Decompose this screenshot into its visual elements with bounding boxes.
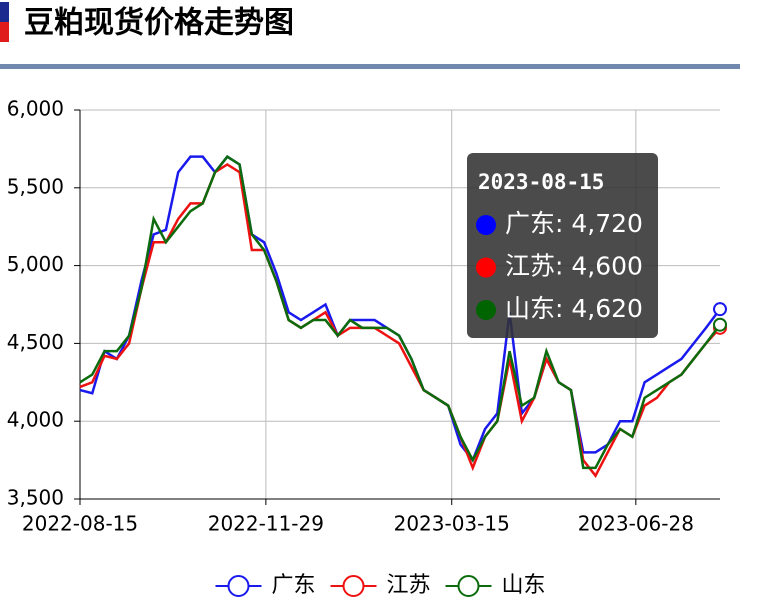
series-line xyxy=(79,162,721,478)
y-tick-label: 3,500 xyxy=(7,486,64,510)
title-icon xyxy=(0,2,9,22)
legend-label: 广东 xyxy=(272,573,316,598)
series-line xyxy=(79,155,721,470)
x-tick-label: 2023-06-28 xyxy=(578,512,694,536)
legend-label: 江苏 xyxy=(387,573,431,598)
y-tick-label: 6,000 xyxy=(7,97,64,121)
legend-marker xyxy=(457,575,480,597)
tooltip-item: 广东: 4,720 xyxy=(505,209,643,238)
x-tick-label: 2022-08-15 xyxy=(22,512,138,536)
tooltip-title: 2023-08-15 xyxy=(478,170,604,194)
tooltip: 2023-08-15 广东: 4,720 江苏: 4,600 山东: 4,620 xyxy=(467,153,658,338)
chart-title: 豆粕现货价格走势图 xyxy=(24,6,294,41)
title-rule xyxy=(0,64,740,69)
tooltip-item: 山东: 4,620 xyxy=(505,294,643,323)
x-tick-label: 2023-03-15 xyxy=(394,512,510,536)
tooltip-box xyxy=(467,153,658,338)
y-tick-label: 4,000 xyxy=(7,408,64,432)
end-point xyxy=(713,302,727,317)
tooltip-marker xyxy=(476,215,496,235)
tooltip-marker xyxy=(476,257,496,278)
legend-marker xyxy=(227,575,250,597)
x-tick-label: 2022-11-29 xyxy=(208,512,324,536)
legend-marker xyxy=(342,575,365,597)
tooltip-item: 江苏: 4,600 xyxy=(505,252,643,281)
y-tick-label: 4,500 xyxy=(7,330,64,354)
y-tick-label: 5,500 xyxy=(7,174,64,198)
end-point xyxy=(713,317,727,332)
tooltip-marker xyxy=(476,300,496,320)
y-tick-label: 5,000 xyxy=(7,252,64,276)
legend-label: 山东 xyxy=(502,573,546,598)
title-icon xyxy=(0,22,9,42)
